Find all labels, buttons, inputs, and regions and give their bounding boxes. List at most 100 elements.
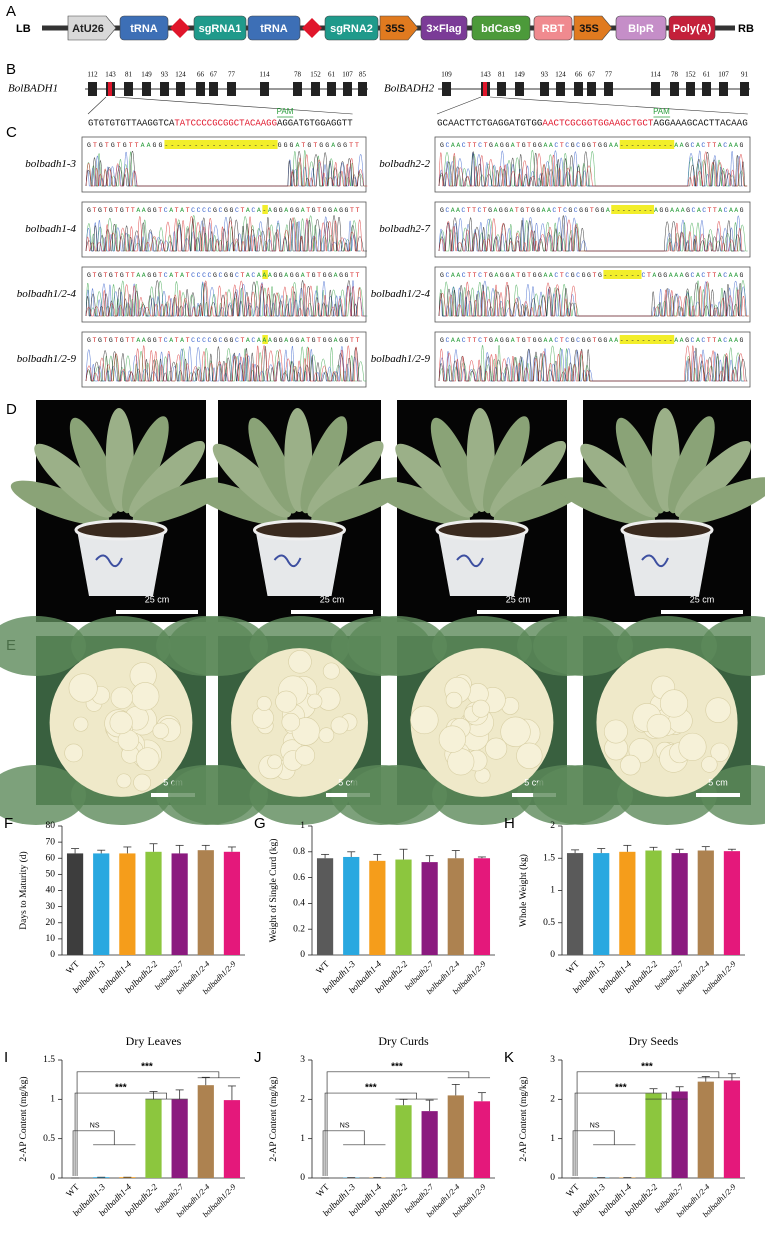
construct-element — [379, 15, 419, 41]
curd-floret — [318, 727, 335, 743]
exon — [196, 82, 205, 96]
scale-label: 25 cm — [145, 594, 170, 604]
curd-leaf — [533, 616, 633, 676]
curd-floret — [68, 673, 98, 703]
exon-length: 149 — [514, 71, 525, 79]
target-exon-mark — [108, 82, 112, 96]
sequence-read: - — [262, 207, 266, 214]
exon-length: 67 — [210, 71, 218, 79]
bar — [119, 853, 136, 955]
significance-bracket — [74, 1092, 188, 1176]
construct-element — [67, 15, 117, 41]
chromatogram-trace — [85, 280, 366, 317]
curd-leaf — [347, 765, 447, 825]
exon — [88, 82, 97, 96]
bar — [197, 850, 214, 955]
sample-name: bolbadh1/2-9 — [371, 353, 431, 365]
exon — [540, 82, 549, 96]
curd-floret — [116, 773, 132, 789]
target-exon-mark — [483, 82, 487, 96]
x-tick-label: WT — [314, 958, 331, 975]
chromatogram-trace — [438, 279, 749, 317]
exon-length: 67 — [588, 71, 596, 79]
exon — [293, 82, 302, 96]
exon — [209, 82, 218, 96]
exon-length: 93 — [541, 71, 549, 79]
curd-floret — [256, 696, 272, 711]
construct-element — [324, 15, 379, 41]
edit-highlight — [262, 335, 268, 344]
exon — [442, 82, 451, 96]
leaf — [395, 443, 474, 518]
curd-floret — [152, 722, 169, 739]
x-tick-label: WT — [64, 958, 81, 975]
pot-pattern — [95, 554, 123, 568]
leaf — [580, 443, 659, 518]
bar — [447, 1095, 464, 1178]
sample-name: bolbadh1/2-9 — [17, 353, 77, 365]
scale-bar — [116, 610, 198, 614]
leaf — [212, 443, 292, 518]
pam-label: PAM — [653, 107, 670, 116]
bar — [421, 1111, 438, 1178]
exon-length: 78 — [671, 71, 679, 79]
curd-floret — [294, 745, 315, 766]
exon-length: 91 — [741, 71, 749, 79]
curd-floret — [410, 705, 439, 735]
curd-floret — [710, 742, 730, 762]
curd-floret — [678, 732, 707, 761]
scale-label: 25 cm — [506, 594, 531, 604]
curd-leaf — [168, 616, 268, 676]
exon-length: 85 — [359, 71, 367, 79]
curd-floret — [322, 662, 340, 680]
exon-length: 93 — [161, 71, 169, 79]
exon — [124, 82, 133, 96]
curd-floret — [281, 712, 301, 732]
chromatogram-trace — [438, 344, 745, 382]
bar — [723, 1080, 741, 1178]
exon-length: 143 — [480, 71, 491, 79]
construct-label: sgRNA2 — [330, 23, 373, 35]
construct-label: sgRNA1 — [199, 23, 242, 35]
curd-leaf — [701, 616, 765, 676]
sequence: AACTCGCGGTGGAAGCTGCT — [542, 118, 654, 128]
curd-floret — [620, 754, 641, 776]
y-tick-label: 0.4 — [293, 899, 305, 909]
curd-floret — [485, 737, 508, 760]
bar — [566, 853, 584, 955]
panel-label: D — [6, 401, 17, 418]
exon — [358, 82, 367, 96]
construct-element — [573, 15, 613, 41]
exon-length: 78 — [294, 71, 302, 79]
significance-bracket — [76, 1071, 241, 1176]
significance-label: *** — [615, 1083, 627, 1094]
edit-highlight — [262, 270, 268, 279]
exon-length: 143 — [105, 71, 116, 79]
y-tick-label: 0 — [300, 1173, 305, 1183]
bar — [316, 858, 334, 955]
y-tick-label: 1 — [300, 821, 305, 831]
chromatogram-trace — [438, 282, 745, 317]
exon — [651, 82, 660, 96]
significance-bracket — [324, 1092, 438, 1176]
bar — [66, 853, 84, 955]
chromatogram-trace — [85, 150, 363, 187]
leaf — [248, 417, 298, 514]
leaf — [10, 480, 110, 525]
exon-length: 114 — [650, 71, 661, 79]
sample-name: bolbadh1/2-4 — [17, 288, 77, 300]
sample-name: bolbadh2-7 — [379, 223, 430, 235]
bar — [421, 862, 438, 955]
bar — [447, 858, 464, 955]
construct-label: 35S — [385, 23, 405, 35]
curd-floret — [267, 754, 282, 770]
exon-length: 61 — [703, 71, 711, 79]
construct-label: RBT — [542, 23, 565, 35]
panel-label: J — [254, 1049, 262, 1066]
significance-bracket — [574, 1092, 688, 1176]
y-tick-label: 10 — [46, 934, 56, 944]
bar — [395, 859, 412, 955]
